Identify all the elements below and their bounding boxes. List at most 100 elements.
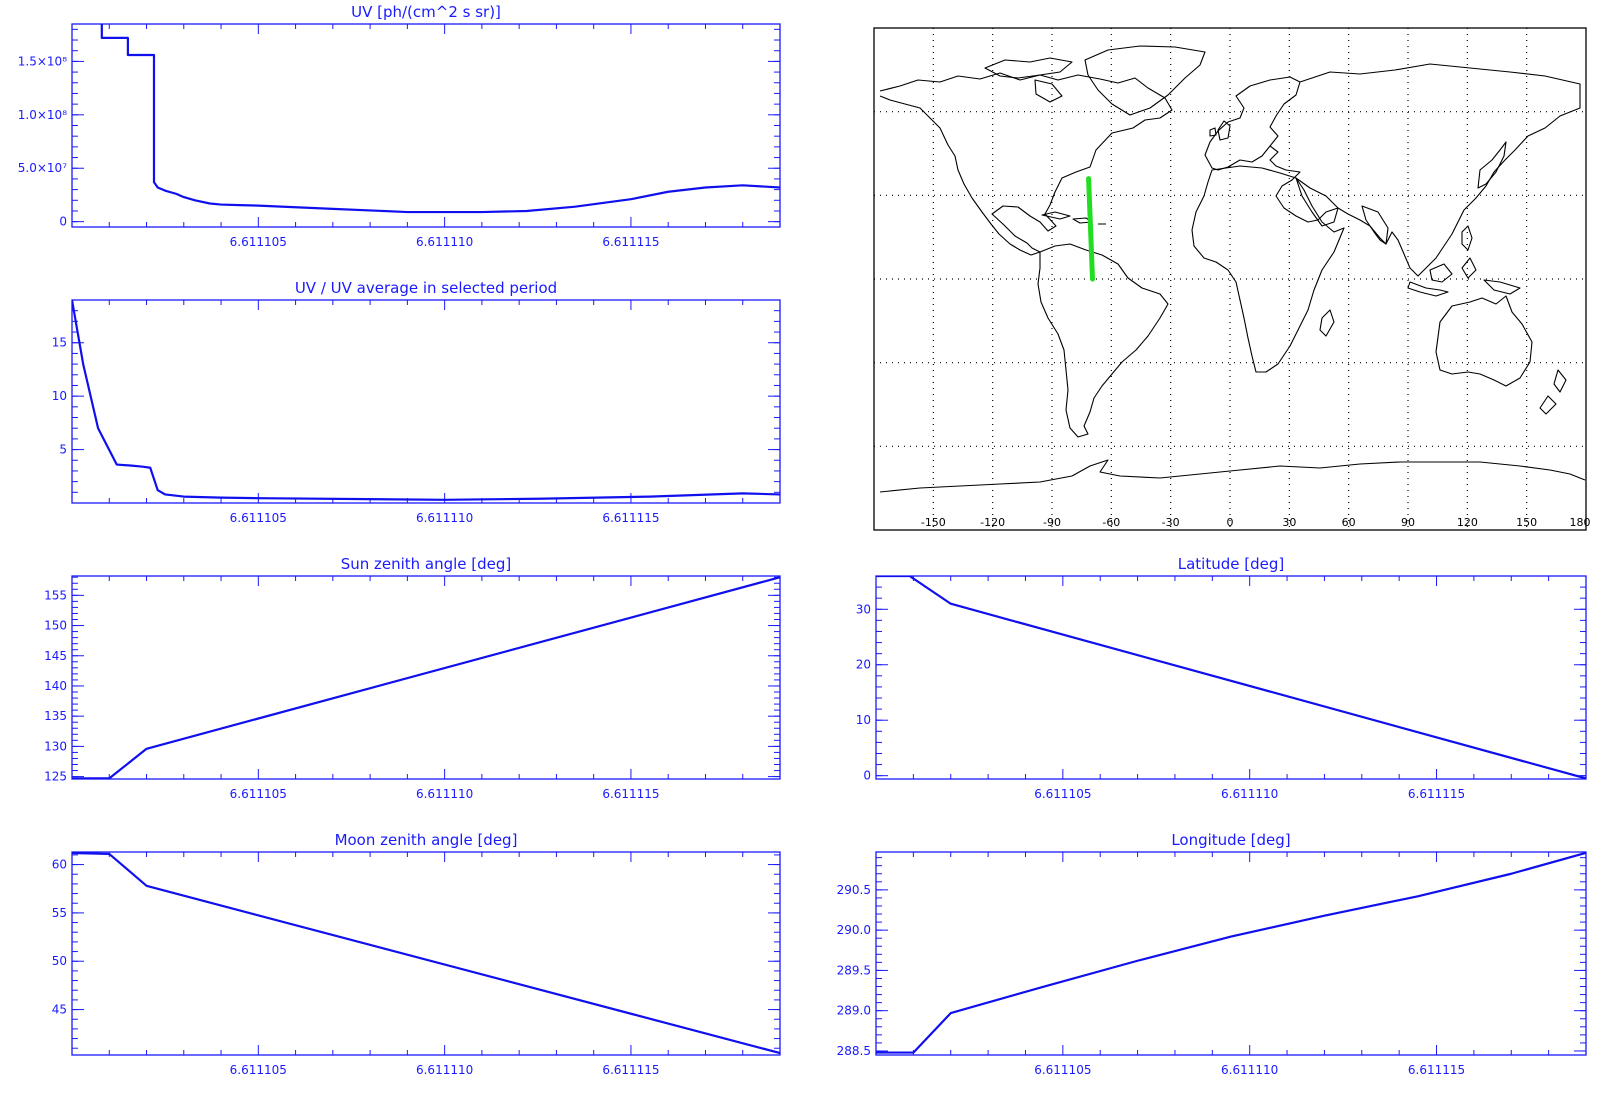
panel-title: UV / UV average in selected period — [295, 279, 557, 297]
x-tick-label: 6.611105 — [230, 787, 287, 801]
map-lon-label: 30 — [1282, 516, 1296, 529]
coastlines — [879, 45, 1586, 493]
plot-frame — [71, 851, 781, 1056]
y-tick-label: 290.0 — [837, 923, 871, 937]
x-tick-label: 6.611110 — [416, 511, 473, 525]
world-map: -150 -120 -90 -60 -30 0 30 60 90 120 150 180 — [873, 27, 1591, 531]
y-tick-label: 1.0×10⁸ — [18, 108, 67, 122]
coast-africa — [1191, 165, 1345, 373]
plot-frame — [71, 575, 781, 780]
x-tick-label: 6.611110 — [416, 787, 473, 801]
map-lon-label: -150 — [921, 516, 946, 529]
panel-title: Latitude [deg] — [1178, 555, 1284, 573]
y-tick-label: 135 — [44, 709, 67, 723]
x-tick-label: 6.611115 — [602, 1063, 659, 1077]
x-tick-label: 6.611115 — [1408, 1063, 1465, 1077]
coast-indonesia — [1407, 257, 1521, 297]
y-tick-label: 15 — [52, 336, 67, 350]
y-tick-label: 145 — [44, 649, 67, 663]
map-lon-label: 120 — [1457, 516, 1478, 529]
coast-south-america — [1037, 243, 1169, 438]
y-tick-label: 45 — [52, 1003, 67, 1017]
x-tick-label: 6.611110 — [416, 1063, 473, 1077]
y-tick-label: 289.0 — [837, 1004, 871, 1018]
coast-asia — [1269, 63, 1581, 277]
y-tick-label: 55 — [52, 906, 67, 920]
map-gridlines — [874, 28, 1586, 530]
coast-madagascar — [1319, 309, 1335, 337]
series-line-lon — [876, 852, 1586, 1054]
panel-title: Sun zenith angle [deg] — [341, 555, 512, 573]
x-tick-label: 6.611110 — [1221, 1063, 1278, 1077]
map-lon-label: 180 — [1570, 516, 1591, 529]
y-tick-label: 150 — [44, 619, 67, 633]
y-tick-label: 30 — [856, 602, 871, 616]
coast-caribbean — [1041, 211, 1106, 225]
coast-philippines — [1461, 225, 1473, 251]
y-tick-label: 288.5 — [837, 1044, 871, 1058]
y-tick-label: 60 — [52, 858, 67, 872]
y-tick-label: 20 — [856, 658, 871, 672]
x-tick-label: 6.611115 — [1408, 787, 1465, 801]
x-tick-label: 6.611115 — [602, 787, 659, 801]
panel-uv: UV [ph/(cm^2 s sr)] 6.611105 6.611110 6.611… — [18, 3, 781, 249]
panel-title: Moon zenith angle [deg] — [335, 831, 518, 849]
map-lon-label: -30 — [1162, 516, 1180, 529]
panel-title: Longitude [deg] — [1171, 831, 1290, 849]
series-line-lat — [876, 576, 1586, 779]
y-tick-label: 10 — [52, 389, 67, 403]
panel-lon: Longitude [deg] 6.611105 6.611110 6.611115 2… — [837, 831, 1587, 1077]
coast-japan — [1477, 141, 1507, 189]
map-lon-label: -60 — [1102, 516, 1120, 529]
coast-europe — [1204, 76, 1301, 171]
map-lon-label: -90 — [1043, 516, 1061, 529]
y-tick-label: 290.5 — [837, 883, 871, 897]
x-tick-label: 6.611105 — [230, 511, 287, 525]
series-line-mza — [72, 852, 780, 1055]
series-line-uv — [100, 24, 780, 214]
y-tick-label: 50 — [52, 954, 67, 968]
panel-mza: Moon zenith angle [deg] 6.611105 6.611110 6… — [52, 831, 781, 1077]
map-longitude-ticks: -150 -120 -90 -60 -30 0 30 60 90 120 150 180 — [921, 516, 1591, 529]
plot-frame — [71, 299, 781, 504]
x-tick-label: 6.611105 — [230, 235, 287, 249]
y-tick-label: 140 — [44, 679, 67, 693]
y-tick-label: 289.5 — [837, 963, 871, 977]
plot-frame — [875, 851, 1587, 1056]
coast-antarctica — [879, 459, 1586, 493]
panel-sza: Sun zenith angle [deg] 6.611105 6.611110 6.… — [44, 555, 781, 801]
plot-frame — [71, 23, 781, 228]
x-tick-label: 6.611115 — [602, 235, 659, 249]
y-tick-label: 0 — [59, 215, 67, 229]
y-tick-label: 155 — [44, 588, 67, 602]
y-tick-label: 1.5×10⁸ — [18, 54, 67, 68]
map-lon-label: 90 — [1401, 516, 1415, 529]
map-lon-label: -120 — [980, 516, 1005, 529]
x-tick-label: 6.611105 — [1034, 787, 1091, 801]
x-tick-label: 6.611105 — [1034, 1063, 1091, 1077]
map-lon-label: 0 — [1227, 516, 1234, 529]
x-tick-label: 6.611110 — [1221, 787, 1278, 801]
y-tick-label: 5.0×10⁷ — [18, 161, 67, 175]
map-lon-label: 60 — [1342, 516, 1356, 529]
coast-india — [1361, 205, 1389, 245]
coast-greenland — [1084, 45, 1206, 116]
y-tick-label: 10 — [856, 713, 871, 727]
y-tick-label: 130 — [44, 739, 67, 753]
map-lon-label: 150 — [1516, 516, 1537, 529]
y-tick-label: 5 — [59, 443, 67, 457]
coast-north-america — [879, 72, 1173, 256]
plot-frame — [875, 575, 1587, 780]
series-line-sza — [72, 576, 780, 779]
panel-uvratio: UV / UV average in selected period 6.6111… — [52, 279, 781, 525]
coast-new-zealand — [1539, 369, 1567, 415]
coast-arabia — [1295, 177, 1339, 227]
coast-british-isles — [1209, 120, 1231, 141]
satellite-ground-track — [1086, 176, 1095, 282]
panel-lat: Latitude [deg] 6.611105 6.611110 6.611115 0 1… — [856, 555, 1587, 801]
series-line-uvratio — [72, 300, 780, 501]
panel-title: UV [ph/(cm^2 s sr)] — [351, 3, 501, 21]
x-tick-label: 6.611110 — [416, 235, 473, 249]
x-tick-label: 6.611105 — [230, 1063, 287, 1077]
